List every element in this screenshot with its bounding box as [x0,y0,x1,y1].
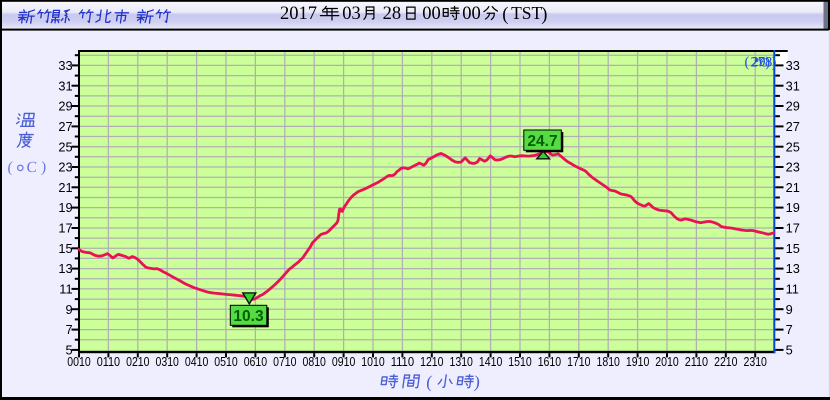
svg-text:0210: 0210 [126,354,149,369]
svg-text:): ) [473,372,481,392]
svg-text:9: 9 [65,302,72,317]
svg-text:): ) [40,159,46,176]
svg-text:23: 23 [786,160,800,175]
svg-text:24.7: 24.7 [527,133,557,150]
svg-text:2017: 2017 [280,4,317,24]
svg-text:10.3: 10.3 [233,308,264,325]
svg-text:25: 25 [786,139,800,154]
svg-text:1310: 1310 [450,354,473,369]
svg-text:1410: 1410 [479,354,502,369]
svg-text:1910: 1910 [626,354,649,369]
svg-text:33: 33 [786,58,800,73]
svg-text:1710: 1710 [567,354,590,369]
svg-text:0510: 0510 [214,354,237,369]
svg-text:03: 03 [342,4,361,24]
svg-text:C: C [26,159,38,176]
svg-text:21: 21 [58,180,72,195]
svg-text:2010: 2010 [655,354,678,369]
svg-text:1110: 1110 [391,354,414,369]
svg-text:1610: 1610 [538,354,561,369]
svg-text:1810: 1810 [597,354,620,369]
svg-text:1010: 1010 [361,354,384,369]
svg-text:(: ( [502,5,508,25]
svg-text:2110: 2110 [685,354,708,369]
svg-text:15: 15 [786,241,800,256]
svg-text:13: 13 [58,261,72,276]
svg-text:278: 278 [751,55,773,71]
svg-text:13: 13 [786,261,800,276]
svg-text:TST: TST [511,3,542,23]
svg-text:(: ( [745,55,750,71]
svg-text:21: 21 [786,180,800,195]
svg-text:25: 25 [58,139,72,154]
svg-text:23: 23 [58,160,72,175]
svg-text:9: 9 [786,302,793,317]
svg-text:29: 29 [752,54,766,69]
svg-text:5: 5 [65,343,72,358]
svg-text:1210: 1210 [420,354,443,369]
svg-text:2210: 2210 [714,354,737,369]
svg-text:31: 31 [58,78,72,93]
svg-text:0310: 0310 [156,354,179,369]
svg-text:0110: 0110 [97,354,120,369]
svg-text:0910: 0910 [332,354,355,369]
svg-text:0010: 0010 [67,354,90,369]
svg-text:17: 17 [58,221,72,236]
svg-text:31: 31 [786,78,800,93]
svg-text:29: 29 [786,99,800,114]
svg-text:11: 11 [786,282,799,297]
svg-text:28: 28 [383,4,402,24]
svg-text:19: 19 [58,200,72,215]
svg-text:0610: 0610 [244,354,267,369]
svg-text:29: 29 [58,99,72,114]
svg-text:5: 5 [786,343,793,358]
svg-text:): ) [765,55,770,71]
svg-text:0410: 0410 [185,354,208,369]
svg-text:1510: 1510 [508,354,531,369]
svg-text:7: 7 [786,322,793,337]
svg-text:19: 19 [786,200,800,215]
svg-text:): ) [541,5,547,25]
svg-text:2310: 2310 [744,354,767,369]
svg-text:(: ( [426,372,434,392]
svg-text:27: 27 [58,119,72,134]
svg-text:(: ( [7,159,13,176]
svg-text:0710: 0710 [273,354,296,369]
svg-text:33: 33 [58,58,72,73]
svg-text:7: 7 [65,322,72,337]
svg-text:°C: °C [754,55,768,70]
svg-text:): ) [772,55,777,71]
svg-text:15: 15 [58,241,72,256]
svg-text:00: 00 [422,4,441,24]
svg-text:27: 27 [786,119,800,134]
svg-text:0810: 0810 [303,354,326,369]
svg-text:00: 00 [462,4,481,24]
svg-text:11: 11 [59,282,72,297]
svg-text:17: 17 [786,221,800,236]
